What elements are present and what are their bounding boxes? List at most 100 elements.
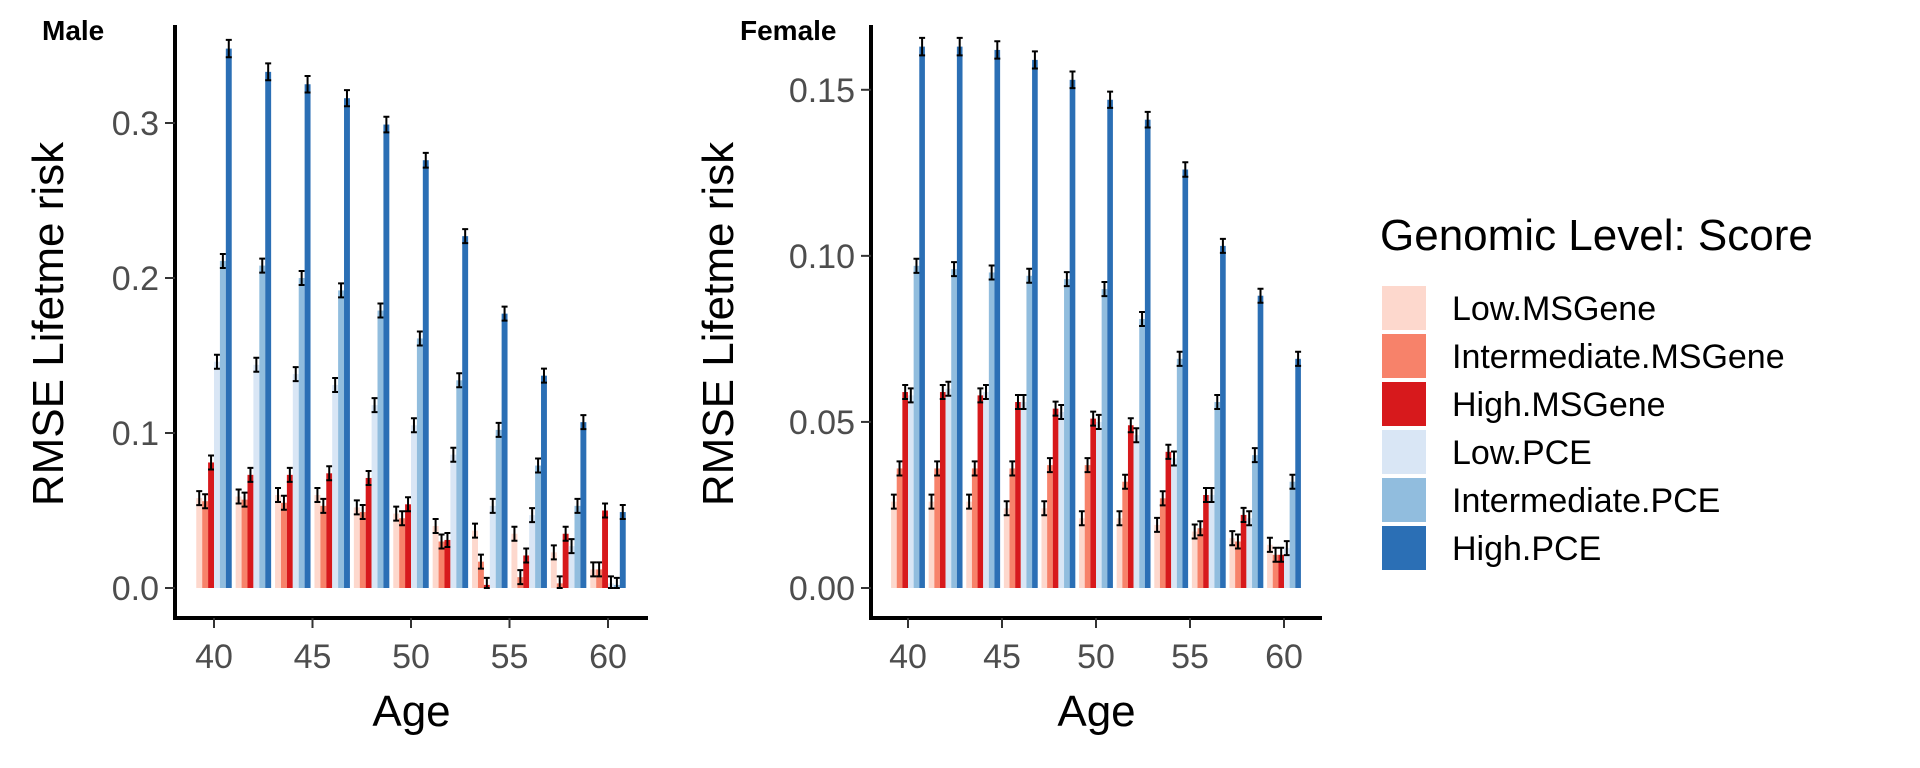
- female-errorbar-low-pce-44: [983, 384, 990, 401]
- male-errorbar-high-pce-46: [343, 89, 350, 108]
- male-bar-intermediate-pce-56: [535, 465, 542, 588]
- female-errorbar-high-pce-40: [919, 36, 926, 57]
- male-errorbar-intermediate-msgene-44: [280, 494, 287, 511]
- male-errorbar-high-pce-54: [501, 305, 508, 322]
- male-errorbar-high-pce-60: [619, 504, 626, 521]
- male-bar-high-pce-58: [580, 422, 587, 588]
- legend-title: Genomic Level: Score: [1380, 211, 1813, 260]
- female-errorbar-low-msgene-46: [1003, 500, 1010, 517]
- female-errorbar-intermediate-msgene-40: [896, 460, 903, 477]
- male-errorbar-intermediate-msgene-40: [202, 493, 209, 510]
- male-bar-high-pce-52: [462, 236, 469, 588]
- male-errorbar-low-pce-44: [292, 366, 299, 383]
- female-bar-high-pce-60: [1295, 358, 1301, 588]
- female-bar-high-pce-46: [1032, 59, 1038, 588]
- male-errorbar-high-msgene-46: [326, 465, 333, 482]
- female-bars: [890, 36, 1302, 589]
- male-errorbar-high-msgene-48: [365, 469, 372, 486]
- male-y-tick-label: 0.3: [112, 105, 159, 143]
- female-x-tick-label: 50: [1077, 638, 1115, 676]
- legend-label-high-pce: High.PCE: [1452, 530, 1601, 568]
- female-bar-intermediate-msgene-50: [1084, 465, 1091, 588]
- male-errorbar-low-msgene-40: [196, 490, 203, 507]
- female-errorbar-low-msgene-52: [1116, 510, 1123, 527]
- female-errorbar-intermediate-pce-50: [1101, 281, 1108, 298]
- female-bar-low-pce-58: [1246, 518, 1253, 588]
- female-x-axis-title: Age: [1057, 687, 1135, 736]
- female-errorbar-low-pce-46: [1020, 393, 1027, 411]
- female-errorbar-high-msgene-44: [977, 387, 984, 404]
- female-errorbar-high-msgene-46: [1014, 393, 1021, 411]
- female-bar-low-msgene-54: [1154, 524, 1160, 588]
- female-errorbar-high-pce-50: [1107, 90, 1114, 109]
- male-errorbar-intermediate-pce-52: [456, 372, 463, 389]
- female-bar-intermediate-pce-50: [1101, 289, 1108, 588]
- male-errorbar-low-msgene-42: [235, 488, 242, 505]
- male-bar-intermediate-pce-42: [259, 265, 266, 588]
- female-errorbar-low-msgene-42: [928, 493, 935, 510]
- female-bar-high-msgene-46: [1015, 402, 1021, 588]
- female-errorbar-high-msgene-40: [902, 384, 909, 401]
- male-bar-intermediate-pce-52: [456, 380, 463, 588]
- male-errorbar-intermediate-msgene-46: [320, 497, 327, 514]
- female-errorbar-intermediate-msgene-44: [971, 460, 978, 477]
- female-bar-low-msgene-52: [1116, 518, 1123, 588]
- male-bar-low-pce-58: [568, 546, 575, 588]
- female-bar-intermediate-pce-60: [1289, 481, 1296, 588]
- female-bar-high-pce-44: [994, 49, 1001, 589]
- male-bar-high-msgene-52: [444, 539, 451, 588]
- female-errorbar-intermediate-pce-46: [1026, 267, 1033, 284]
- male-bar-high-pce-60: [619, 512, 626, 588]
- male-panel-title: Male: [42, 15, 104, 46]
- male-errorbar-intermediate-msgene-60: [596, 561, 603, 578]
- female-x-tick-label: 45: [983, 638, 1021, 676]
- male-x-axis-title: Age: [372, 687, 450, 736]
- female-errorbar-high-pce-44: [994, 40, 1001, 60]
- female-bar-high-pce-56: [1220, 245, 1226, 588]
- male-bar-low-pce-44: [292, 374, 299, 588]
- female-bar-intermediate-msgene-60: [1272, 554, 1279, 588]
- male-x-tick-label: 55: [491, 638, 529, 676]
- male-bar-intermediate-pce-46: [338, 290, 345, 588]
- male-bar-high-msgene-46: [326, 473, 333, 588]
- female-errorbar-intermediate-pce-52: [1139, 310, 1146, 327]
- female-y-tick-label: 0.05: [789, 404, 855, 442]
- male-errorbar-high-msgene-44: [286, 466, 293, 483]
- female-bar-high-pce-48: [1069, 79, 1076, 588]
- male-errorbar-low-msgene-56: [511, 525, 518, 542]
- female-bar-low-pce-42: [945, 388, 952, 588]
- female-bar-low-msgene-56: [1191, 531, 1198, 588]
- male-errorbar-high-pce-42: [265, 62, 272, 82]
- female-bar-low-pce-48: [1058, 411, 1065, 588]
- male-errorbar-intermediate-pce-42: [259, 257, 266, 274]
- male-errorbar-high-msgene-52: [444, 531, 451, 548]
- female-errorbar-low-msgene-60: [1266, 536, 1273, 553]
- male-errorbar-low-pce-46: [332, 376, 339, 393]
- female-errorbar-low-pce-40: [907, 387, 914, 404]
- male-errorbar-intermediate-msgene-54: [477, 553, 484, 570]
- female-errorbar-high-pce-56: [1219, 237, 1226, 254]
- female-bar-low-msgene-42: [928, 501, 935, 588]
- male-errorbar-low-pce-58: [568, 538, 575, 555]
- male-bar-low-pce-40: [214, 361, 220, 588]
- female-bar-low-msgene-60: [1267, 544, 1273, 588]
- female-bar-intermediate-msgene-46: [1009, 468, 1016, 588]
- male-bar-low-pce-48: [371, 405, 378, 588]
- female-bar-low-pce-46: [1020, 402, 1027, 588]
- male-errorbar-low-msgene-54: [472, 522, 479, 539]
- male-errorbar-intermediate-msgene-42: [241, 491, 248, 508]
- female-errorbar-intermediate-pce-60: [1289, 473, 1296, 490]
- male-errorbar-high-msgene-40: [208, 454, 215, 471]
- male-errorbar-low-pce-56: [529, 507, 536, 524]
- legend-swatch-high-pce: [1382, 526, 1426, 570]
- female-bar-high-pce-42: [956, 46, 963, 589]
- female-bar-intermediate-msgene-48: [1047, 465, 1053, 588]
- male-bar-low-pce-50: [411, 425, 417, 588]
- female-errorbar-intermediate-msgene-48: [1046, 457, 1053, 474]
- female-errorbar-high-pce-52: [1144, 110, 1151, 129]
- male-bar-low-pce-52: [450, 454, 457, 588]
- female-errorbar-high-pce-60: [1295, 350, 1302, 367]
- legend-label-high-msgene: High.MSGene: [1452, 386, 1666, 424]
- male-errorbar-intermediate-pce-44: [298, 269, 305, 287]
